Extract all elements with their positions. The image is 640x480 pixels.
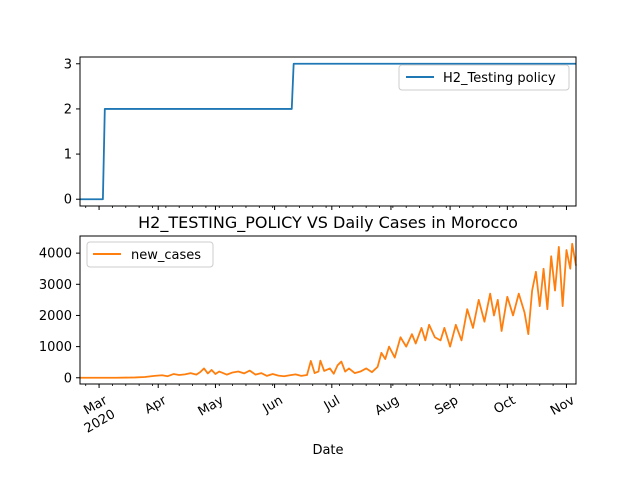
bottom-axes-frame xyxy=(79,235,577,385)
top-legend: H2_Testing policy xyxy=(398,64,570,91)
y-tick-label: 2000 xyxy=(39,309,72,324)
y-tick-label: 0 xyxy=(64,371,72,386)
series-line-new-cases xyxy=(80,242,577,379)
series-line-h2-testing-policy xyxy=(80,62,576,201)
top-legend-label: H2_Testing policy xyxy=(443,71,556,86)
y-tick-label: 3 xyxy=(64,57,72,72)
bottom-series-layer xyxy=(80,242,577,379)
y-tick-label: 1 xyxy=(64,148,72,163)
top-series-layer xyxy=(80,62,576,201)
bottom-yticks: 0 1000 2000 3000 4000 xyxy=(39,247,80,386)
y-tick-label: 1000 xyxy=(39,340,72,355)
top-legend-box xyxy=(398,64,570,91)
y-tick-label: 0 xyxy=(64,193,72,208)
bottom-subplot: H2_TESTING_POLICY VS Daily Cases in Moro… xyxy=(39,213,578,458)
y-tick-label: 3000 xyxy=(39,278,72,293)
top-axes-frame xyxy=(79,56,577,207)
x-axis-label: Date xyxy=(312,443,343,458)
bottom-legend: new_cases xyxy=(86,241,214,268)
bottom-legend-box xyxy=(86,241,214,268)
x-tick-label-group: Jul xyxy=(321,393,343,414)
top-yticks: 0 1 2 3 xyxy=(64,57,80,208)
bottom-legend-label: new_cases xyxy=(131,248,201,263)
y-tick-label: 4000 xyxy=(39,247,72,262)
y-tick-label: 2 xyxy=(64,102,72,117)
chart-title: H2_TESTING_POLICY VS Daily Cases in Moro… xyxy=(138,213,518,233)
x-tick-label: Jul xyxy=(321,393,343,414)
top-subplot: 0 1 2 3 H2_Testing policy xyxy=(64,56,577,210)
top-xticks xyxy=(85,206,567,210)
